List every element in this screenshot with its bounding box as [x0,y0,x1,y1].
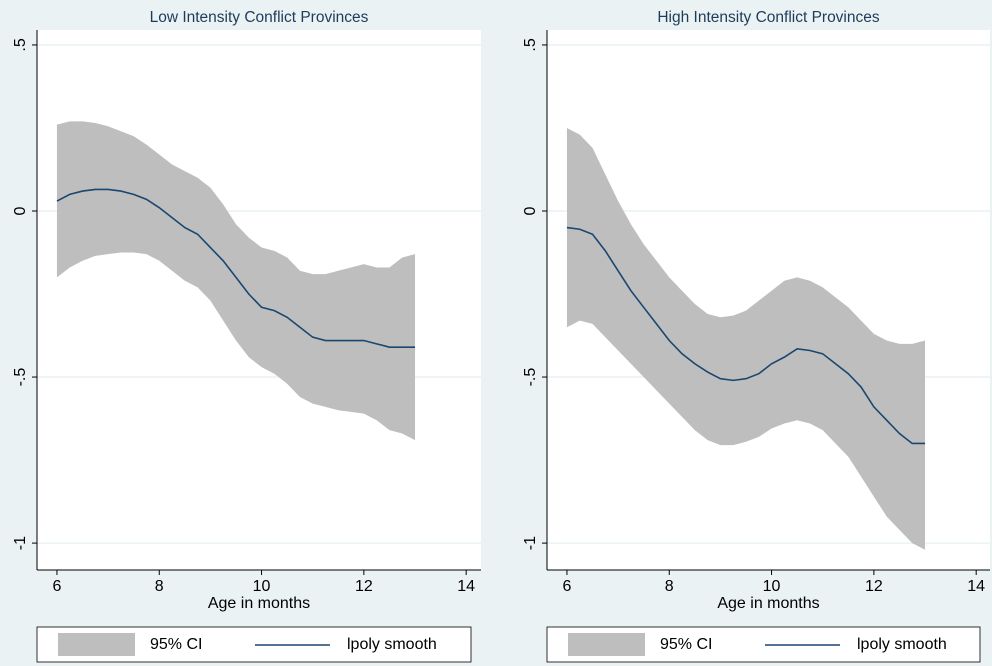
legend-label: lpoly smooth [347,636,437,653]
legend-swatch [568,633,645,656]
x-tick-label: 14 [457,578,475,595]
y-tick-label: 0 [12,206,29,215]
y-tick-label: .5 [12,38,29,51]
smooth-line [566,226,926,445]
y-tick-label: -1 [12,536,29,550]
legend-swatch [58,633,135,656]
legend: 95% CI lpoly smooth [546,626,981,663]
smooth-line [56,188,416,348]
x-axis-label: Age in months [208,595,310,612]
legend-label: 95% CI [150,636,202,653]
chart-title: High Intensity Conflict Provinces [657,9,880,26]
x-axis-label: Age in months [717,595,819,612]
x-tick-label: 14 [967,578,985,595]
x-tick-label: 12 [355,578,373,595]
y-tick-label: -1 [522,536,539,550]
y-tick-label: .5 [522,38,539,51]
x-tick-label: 8 [665,578,674,595]
legend: 95% CI lpoly smooth [36,626,472,663]
ci-band [566,127,926,550]
x-tick-label: 12 [865,578,883,595]
panel: High Intensity Conflict Provinces .5 0 -.5 -… [522,9,990,663]
x-tick-label: 10 [253,578,271,595]
chart-title: Low Intensity Conflict Provinces [150,9,369,26]
x-tick-label: 8 [155,578,164,595]
y-tick-label: -.5 [522,368,539,387]
legend-label: 95% CI [660,636,712,653]
panel: Low Intensity Conflict Provinces .5 0 -.5 -1… [12,9,481,663]
y-tick-label: -.5 [12,368,29,387]
ci-band [56,121,416,441]
y-tick-label: 0 [522,206,539,215]
x-tick-label: 6 [52,578,61,595]
x-tick-label: 10 [763,578,781,595]
legend-label: lpoly smooth [857,636,947,653]
x-tick-label: 6 [562,578,571,595]
